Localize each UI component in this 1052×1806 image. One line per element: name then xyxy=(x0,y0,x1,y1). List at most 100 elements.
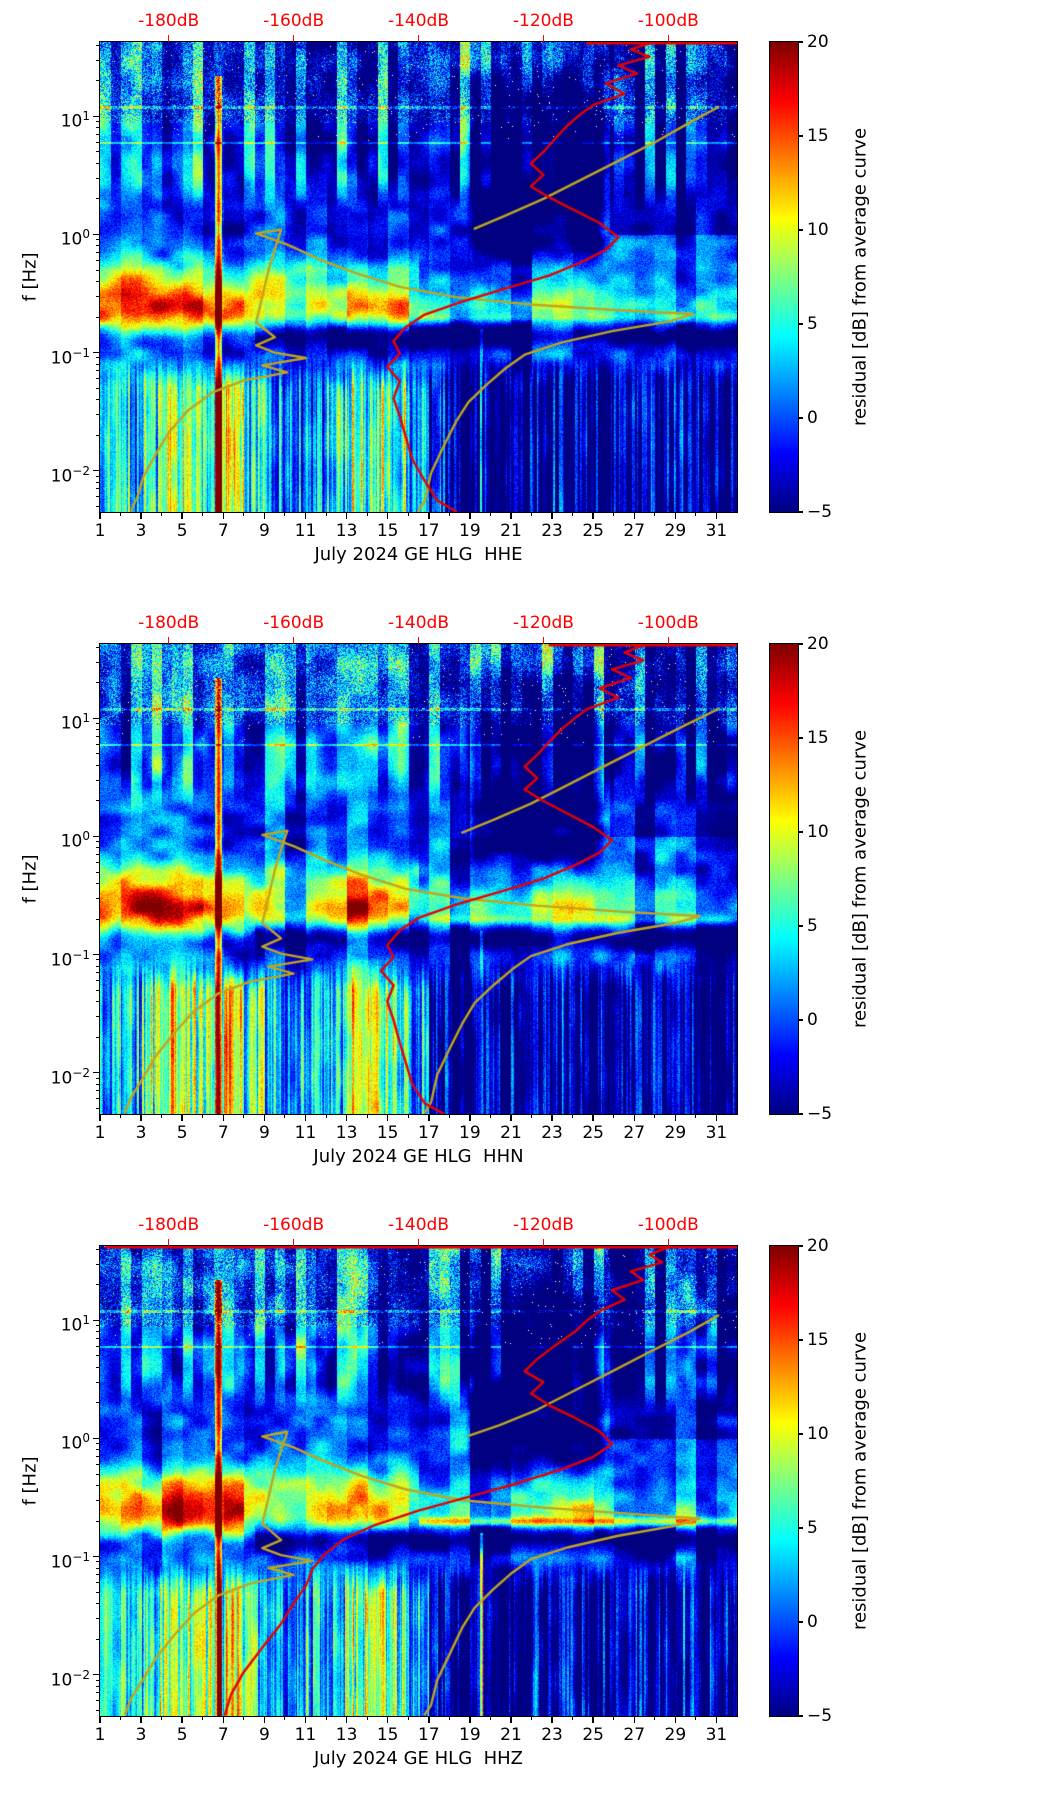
x-tick-mark xyxy=(222,1716,225,1723)
y-minor-tick-mark xyxy=(96,1603,100,1605)
x-tick-label: 11 xyxy=(294,1123,317,1143)
colorbar-tick-label: 20 xyxy=(807,634,829,654)
top-axis-tick-mark xyxy=(167,1239,170,1246)
x-minor-tick-mark xyxy=(284,1114,286,1118)
y-tick-mark xyxy=(93,233,100,236)
x-tick-mark xyxy=(222,512,225,519)
y-minor-tick-mark xyxy=(96,1591,100,1593)
top-axis-tick-label: -140dB xyxy=(387,613,450,633)
y-tick-mark xyxy=(93,835,100,838)
y-minor-tick-mark xyxy=(96,744,100,746)
x-minor-tick-mark xyxy=(407,1114,409,1118)
y-minor-tick-mark xyxy=(96,1015,100,1017)
x-tick-mark xyxy=(551,1114,553,1121)
y-tick-mark xyxy=(93,1555,100,1558)
x-tick-label: 15 xyxy=(376,1123,399,1143)
y-minor-tick-mark xyxy=(96,280,100,282)
y-minor-tick-mark xyxy=(96,378,100,380)
x-axis-label: July 2024 GE HLG HHN xyxy=(313,1146,524,1167)
x-tick-mark xyxy=(510,1716,512,1723)
y-minor-tick-mark xyxy=(96,661,100,663)
y-minor-tick-mark xyxy=(96,316,100,318)
x-minor-tick-mark xyxy=(531,512,533,516)
x-minor-tick-mark xyxy=(531,1114,533,1118)
y-tick-label: 10−2 xyxy=(50,463,90,487)
y-minor-tick-mark xyxy=(96,882,100,884)
colorbar-tick-label: 10 xyxy=(807,822,829,842)
top-axis-tick-label: -180dB xyxy=(138,1215,200,1235)
y-minor-tick-mark xyxy=(96,723,100,725)
y-minor-tick-mark xyxy=(96,269,100,271)
top-axis-tick-label: -140dB xyxy=(387,1215,450,1235)
x-minor-tick-mark xyxy=(325,1114,327,1118)
y-minor-tick-mark xyxy=(96,897,100,899)
x-tick-label: 17 xyxy=(417,1725,440,1745)
x-tick-label: 7 xyxy=(217,521,229,541)
colorbar-tick-label: 20 xyxy=(807,1236,829,1256)
colorbar-tick-label: 10 xyxy=(807,1424,829,1444)
top-axis-tick-mark xyxy=(417,35,420,42)
y-minor-tick-mark xyxy=(96,729,100,731)
x-minor-tick-mark xyxy=(654,1716,656,1720)
y-minor-tick-mark xyxy=(96,1098,100,1100)
x-tick-label: 17 xyxy=(417,1123,440,1143)
y-minor-tick-mark xyxy=(96,972,100,974)
colorbar-tick-mark xyxy=(798,135,803,137)
colorbar-tick-label: 5 xyxy=(807,916,818,936)
y-minor-tick-mark xyxy=(96,177,100,179)
noise-curves-overlay-canvas xyxy=(100,644,737,1114)
y-minor-tick-mark xyxy=(96,1107,100,1109)
y-minor-tick-mark xyxy=(96,1484,100,1486)
x-tick-label: 31 xyxy=(705,521,728,541)
x-tick-mark xyxy=(345,512,348,519)
x-tick-mark xyxy=(304,1716,307,1723)
top-axis-tick-mark xyxy=(292,637,295,644)
x-tick-mark xyxy=(99,1716,101,1723)
y-minor-tick-mark xyxy=(96,1402,100,1404)
y-tick-mark xyxy=(93,469,100,472)
x-minor-tick-mark xyxy=(120,1716,122,1720)
x-tick-label: 21 xyxy=(500,1123,522,1143)
y-minor-tick-mark xyxy=(96,127,100,129)
y-tick-mark xyxy=(93,717,100,720)
x-tick-mark xyxy=(428,1114,430,1121)
x-minor-tick-mark xyxy=(531,1716,533,1720)
colorbar-tick-mark xyxy=(798,41,803,43)
top-axis-tick-label: -160dB xyxy=(263,11,325,31)
y-minor-tick-mark xyxy=(96,142,100,144)
x-tick-mark xyxy=(263,512,266,519)
y-minor-tick-mark xyxy=(96,295,100,297)
x-tick-mark xyxy=(674,1716,677,1723)
colorbar-tick-label: −5 xyxy=(807,1104,833,1124)
x-tick-label: 9 xyxy=(258,1725,270,1745)
y-minor-tick-mark xyxy=(96,239,100,241)
top-axis-tick-mark xyxy=(417,637,420,644)
x-minor-tick-mark xyxy=(202,1716,204,1720)
y-tick-label: 10−1 xyxy=(50,947,90,971)
top-axis-tick-label: -140dB xyxy=(387,11,450,31)
colorbar-tick-mark xyxy=(798,1715,803,1717)
y-minor-tick-mark xyxy=(96,1456,100,1458)
y-minor-tick-mark xyxy=(96,1679,100,1681)
y-minor-tick-mark xyxy=(96,245,100,247)
x-tick-mark xyxy=(551,512,553,519)
y-minor-tick-mark xyxy=(96,1036,100,1038)
x-minor-tick-mark xyxy=(161,1716,163,1720)
y-minor-tick-mark xyxy=(96,121,100,123)
spectrogram-plot xyxy=(99,41,738,513)
y-minor-tick-mark xyxy=(96,387,100,389)
x-tick-label: 1 xyxy=(94,521,106,541)
y-minor-tick-mark xyxy=(96,1001,100,1003)
x-tick-label: 29 xyxy=(664,1123,687,1143)
y-minor-tick-mark xyxy=(96,1617,100,1619)
x-minor-tick-mark xyxy=(572,1716,574,1720)
x-tick-mark xyxy=(633,1114,635,1121)
x-tick-label: 25 xyxy=(582,1725,604,1745)
x-minor-tick-mark xyxy=(489,1716,491,1720)
x-tick-mark xyxy=(386,1716,389,1723)
y-minor-tick-mark xyxy=(96,80,100,82)
x-tick-label: 27 xyxy=(623,1725,646,1745)
y-minor-tick-mark xyxy=(96,1381,100,1383)
x-tick-label: 1 xyxy=(94,1123,106,1143)
